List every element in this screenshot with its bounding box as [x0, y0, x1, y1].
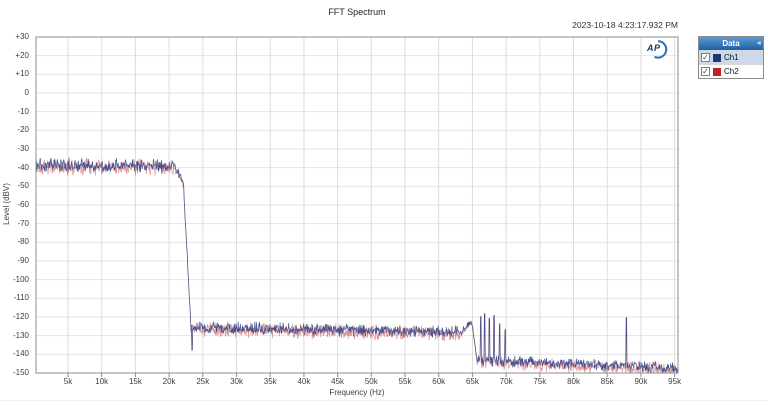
- data-legend-panel: Data ◄ ✓ Ch1 ✓ Ch2: [698, 36, 764, 79]
- page-title: FFT Spectrum: [328, 7, 386, 17]
- x-tick-label: 50k: [364, 377, 378, 386]
- y-tick-label: -150: [12, 368, 29, 377]
- channel-label: Ch2: [724, 67, 739, 76]
- y-tick-label: -100: [12, 274, 29, 284]
- legend-panel-header[interactable]: Data ◄: [699, 37, 763, 50]
- x-tick-label: 55k: [398, 377, 412, 386]
- x-tick-label: 80k: [567, 377, 580, 386]
- x-tick-label: 95k: [668, 377, 682, 386]
- y-tick-label: -90: [17, 256, 29, 265]
- y-tick-label: -120: [12, 312, 29, 321]
- x-tick-label: 15k: [128, 377, 142, 386]
- y-tick-label: -10: [17, 106, 29, 116]
- y-tick-label: +30: [15, 32, 29, 41]
- trace-ch1: [35, 157, 679, 374]
- x-tick-label: 75k: [533, 377, 547, 386]
- channel-color-swatch-icon: [713, 67, 721, 76]
- channel-color-swatch-icon: [713, 53, 721, 62]
- y-axis-title: Level (dBV): [2, 183, 11, 225]
- x-tick-label: 70k: [499, 377, 513, 386]
- channel-label: Ch1: [724, 53, 739, 62]
- legend-header-label: Data: [722, 39, 740, 48]
- measurement-timestamp: 2023-10-18 4:23:17.932 PM: [572, 20, 678, 30]
- x-tick-label: 90k: [634, 377, 648, 386]
- y-tick-label: -20: [17, 125, 29, 135]
- legend-row-ch2[interactable]: ✓ Ch2: [699, 64, 763, 78]
- y-tick-label: -110: [13, 293, 29, 303]
- x-tick-label: 40k: [297, 377, 311, 386]
- x-tick-label: 20k: [162, 377, 176, 386]
- x-tick-label: 45k: [331, 377, 345, 386]
- y-tick-label: -80: [17, 237, 29, 247]
- x-tick-label: 25k: [196, 377, 210, 386]
- y-tick-label: -60: [17, 200, 29, 209]
- y-tick-label: -70: [17, 218, 29, 228]
- y-tick-label: +10: [15, 69, 29, 79]
- x-tick-label: 10k: [95, 377, 109, 386]
- x-tick-label: 5k: [63, 377, 73, 386]
- page-divider: [0, 400, 768, 401]
- y-tick-label: -50: [17, 181, 29, 191]
- ap-logo-text: AP: [647, 43, 661, 53]
- y-tick-label: -130: [12, 330, 29, 340]
- y-tick-label: +20: [15, 50, 29, 60]
- x-tick-label: 65k: [465, 377, 479, 386]
- x-tick-label: 60k: [432, 377, 446, 386]
- legend-row-ch1[interactable]: ✓ Ch1: [699, 50, 763, 64]
- y-tick-label: -40: [17, 162, 29, 172]
- y-tick-label: -140: [12, 349, 29, 359]
- x-tick-label: 30k: [230, 377, 243, 386]
- channel-visibility-checkbox[interactable]: ✓: [701, 67, 710, 76]
- legend-rows: ✓ Ch1 ✓ Ch2: [699, 50, 763, 78]
- plot-border: [35, 36, 679, 374]
- x-tick-label: 85k: [600, 377, 614, 386]
- y-tick-label: -30: [17, 144, 29, 153]
- legend-collapse-icon[interactable]: ◄: [755, 40, 762, 47]
- channel-visibility-checkbox[interactable]: ✓: [701, 53, 710, 62]
- audio-precision-logo-icon: AP: [643, 39, 675, 60]
- x-tick-label: 35k: [263, 377, 277, 386]
- x-axis-title: Frequency (Hz): [329, 388, 385, 397]
- y-tick-label: 0: [24, 88, 29, 97]
